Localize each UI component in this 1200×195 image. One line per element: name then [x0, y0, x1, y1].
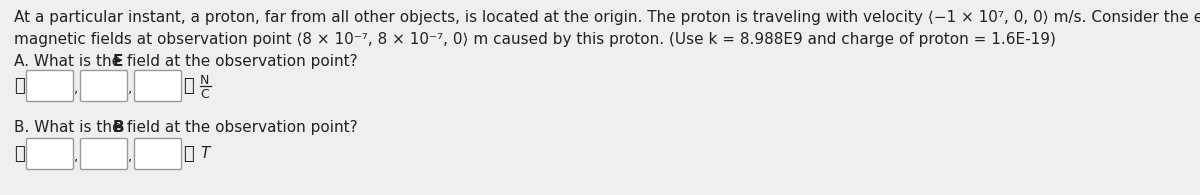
- Text: ,: ,: [128, 81, 132, 95]
- Text: B: B: [113, 120, 125, 135]
- Text: field at the observation point?: field at the observation point?: [122, 54, 358, 69]
- Text: field at the observation point?: field at the observation point?: [122, 120, 358, 135]
- Text: C: C: [200, 88, 209, 101]
- Text: ,: ,: [74, 149, 78, 163]
- FancyBboxPatch shape: [26, 138, 73, 169]
- Text: At a particular instant, a proton, far from all other objects, is located at the: At a particular instant, a proton, far f…: [14, 10, 1200, 25]
- Text: 〉: 〉: [182, 77, 193, 95]
- FancyBboxPatch shape: [134, 138, 181, 169]
- Text: 〈: 〈: [14, 77, 25, 95]
- FancyBboxPatch shape: [26, 71, 73, 102]
- Text: magnetic fields at observation point ⟨8 × 10⁻⁷, 8 × 10⁻⁷, 0⟩ m caused by this pr: magnetic fields at observation point ⟨8 …: [14, 32, 1056, 47]
- Text: ,: ,: [74, 81, 78, 95]
- FancyBboxPatch shape: [134, 71, 181, 102]
- Text: A. What is the: A. What is the: [14, 54, 126, 69]
- Text: B. What is the: B. What is the: [14, 120, 126, 135]
- Text: T: T: [200, 146, 209, 161]
- FancyBboxPatch shape: [80, 138, 127, 169]
- Text: 〉: 〉: [182, 145, 193, 163]
- Text: E: E: [113, 54, 124, 69]
- Text: ,: ,: [128, 149, 132, 163]
- Text: N: N: [200, 74, 209, 87]
- Text: 〈: 〈: [14, 145, 25, 163]
- FancyBboxPatch shape: [80, 71, 127, 102]
